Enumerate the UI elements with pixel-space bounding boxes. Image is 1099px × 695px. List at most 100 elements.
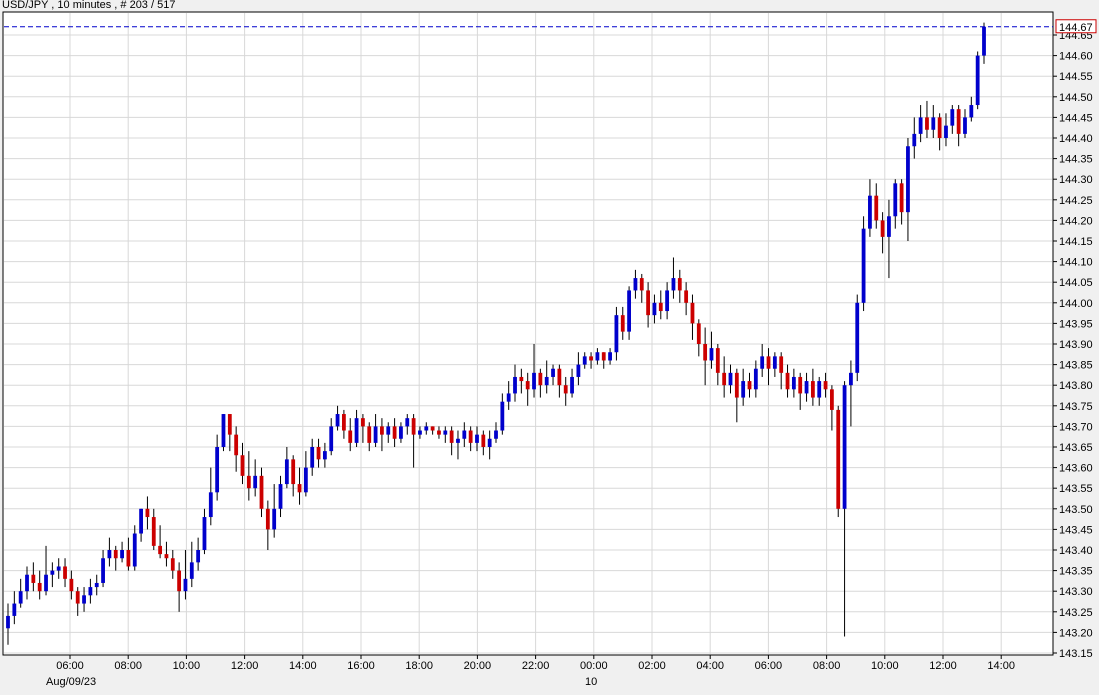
candle-body (6, 615, 10, 629)
y-tick-label: 143.85 (1059, 360, 1093, 372)
candle-body (139, 508, 143, 534)
candle-body (56, 566, 61, 571)
x-tick-label: 04:00 (696, 660, 724, 672)
candle-body (823, 381, 828, 390)
candle-body (506, 393, 511, 402)
candle-body (126, 550, 131, 567)
y-tick-label: 144.40 (1059, 133, 1093, 145)
y-tick-label: 143.40 (1059, 545, 1093, 557)
candle-body (443, 430, 448, 435)
candle-body (665, 290, 670, 312)
candle-body (418, 430, 422, 435)
candle-body (354, 418, 359, 443)
candle-body (297, 484, 302, 493)
y-tick-label: 143.45 (1059, 524, 1093, 536)
candle-body (196, 550, 201, 563)
x-tick-label: 14:00 (987, 660, 1015, 672)
candle-body (145, 508, 150, 518)
y-tick-label: 143.35 (1059, 566, 1093, 578)
candle-body (868, 195, 872, 229)
candle-body (215, 447, 220, 493)
candle-body (475, 434, 479, 443)
candle-body (779, 356, 784, 373)
candle-body (563, 385, 568, 394)
candle-body (766, 356, 771, 369)
candle-body (772, 356, 777, 369)
candle-body (75, 591, 80, 604)
candle-body (386, 426, 391, 435)
candle-body (956, 109, 961, 134)
candle-body (170, 558, 175, 571)
date-label-10: 10 (585, 676, 597, 688)
candle-body (316, 447, 321, 460)
candle-body (836, 409, 841, 509)
x-tick-label: 12:00 (231, 660, 259, 672)
candle-body (50, 570, 55, 575)
candle-body (855, 302, 860, 373)
candle-body (284, 459, 289, 485)
y-tick-label: 143.65 (1059, 442, 1093, 454)
candle-body (494, 430, 498, 439)
y-tick-label: 143.20 (1059, 627, 1093, 639)
y-tick-label: 144.25 (1059, 195, 1093, 207)
candle-body (703, 344, 708, 361)
candle-body (437, 430, 441, 435)
candle-body (601, 352, 606, 361)
candle-body (760, 356, 765, 369)
candle-body (424, 426, 429, 431)
y-tick-label: 144.00 (1059, 298, 1093, 310)
candle-body (246, 475, 251, 489)
y-tick-label: 143.60 (1059, 463, 1093, 475)
candle-body (291, 459, 296, 485)
candle-body (620, 315, 625, 332)
candle-body (164, 554, 169, 559)
x-tick-label: 10:00 (871, 660, 899, 672)
candle-body (931, 117, 936, 130)
candle-body (551, 368, 555, 377)
candle-body (893, 183, 898, 217)
candle-body (791, 376, 796, 390)
candle-body (918, 117, 923, 134)
x-tick-label: 02:00 (638, 660, 666, 672)
candle-body (557, 368, 562, 386)
candle-body (944, 125, 948, 138)
candles (6, 22, 986, 645)
candle-body (519, 376, 524, 382)
y-tick-label: 144.60 (1059, 51, 1093, 63)
candle-body (69, 578, 74, 592)
candle-body (310, 447, 315, 468)
y-tick-label: 143.55 (1059, 483, 1093, 495)
candle-body (399, 426, 403, 439)
candle-body (107, 550, 112, 559)
candle-body (132, 533, 137, 567)
candle-body (183, 578, 188, 592)
y-tick-label: 143.15 (1059, 648, 1093, 660)
candle-body (728, 372, 733, 386)
candle-body (975, 55, 980, 106)
candle-body (804, 381, 809, 394)
candle-body (969, 105, 974, 118)
y-tick-label: 144.20 (1059, 215, 1093, 227)
candle-body (37, 582, 42, 592)
candle-body (88, 587, 93, 596)
candle-body (348, 430, 353, 443)
candle-body (570, 376, 574, 394)
y-tick-label: 143.30 (1059, 586, 1093, 598)
x-tick-label: 08:00 (114, 660, 142, 672)
candle-body (468, 430, 473, 443)
x-tick-label: 00:00 (580, 660, 608, 672)
candle-body (734, 372, 739, 398)
candle-body (329, 426, 334, 452)
candle-body (595, 352, 600, 361)
candle-body (532, 372, 536, 390)
candle-body (671, 278, 676, 291)
y-tick-label: 144.50 (1059, 92, 1093, 104)
candle-body (906, 146, 910, 213)
candle-body (272, 508, 277, 530)
candle-body (741, 381, 746, 398)
last-price-box (1055, 19, 1097, 34)
candle-body (44, 574, 48, 592)
candle-body (177, 570, 182, 592)
x-tick-label: 06:00 (755, 660, 783, 672)
candle-body (722, 372, 727, 386)
